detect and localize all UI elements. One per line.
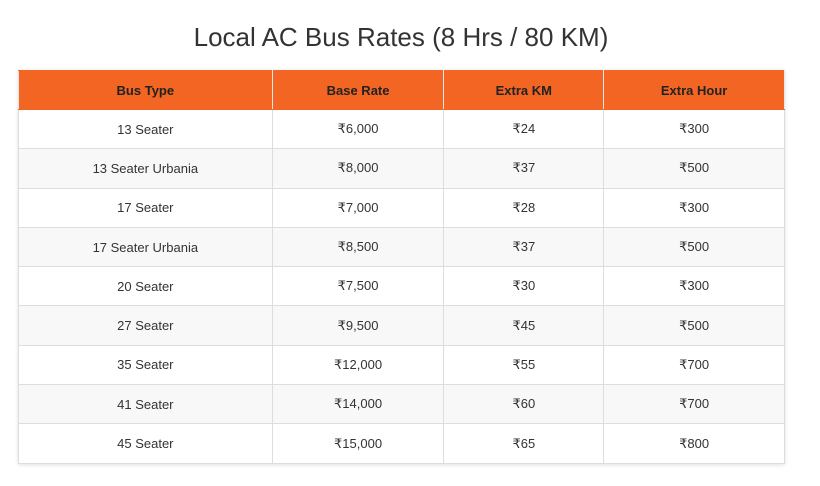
table-cell: ₹12,000 — [271, 344, 445, 386]
table-row: 17 Seater ₹7,000 ₹28 ₹300 — [18, 187, 785, 228]
table-cell: ₹8,000 — [271, 148, 445, 189]
table-cell: ₹700 — [603, 344, 785, 386]
table-cell: ₹500 — [603, 148, 785, 189]
table-row: 17 Seater Urbania ₹8,500 ₹37 ₹500 — [18, 226, 785, 268]
table-cell: ₹37 — [443, 148, 605, 189]
table-cell: ₹15,000 — [271, 423, 445, 464]
column-header: Bus Type — [18, 70, 273, 110]
table-cell: ₹65 — [443, 423, 605, 464]
table-row: 13 Seater ₹6,000 ₹24 ₹300 — [18, 108, 785, 150]
table-row: 35 Seater ₹12,000 ₹55 ₹700 — [18, 344, 785, 386]
table-cell: ₹37 — [443, 226, 605, 268]
table-row: 13 Seater Urbania ₹8,000 ₹37 ₹500 — [18, 148, 785, 189]
table-cell: ₹300 — [603, 187, 785, 228]
table-cell: ₹7,500 — [271, 266, 445, 307]
table-cell: ₹300 — [603, 266, 785, 307]
table-row: 20 Seater ₹7,500 ₹30 ₹300 — [18, 266, 785, 307]
table-cell: 13 Seater — [18, 108, 273, 150]
table-cell: 35 Seater — [18, 344, 273, 386]
rates-table: Bus Type Base Rate Extra KM Extra Hour 13 S… — [18, 70, 785, 464]
header-row: Bus Type Base Rate Extra KM Extra Hour — [18, 70, 785, 110]
table-cell: 13 Seater Urbania — [18, 148, 273, 189]
table-cell: ₹700 — [603, 384, 785, 425]
table-cell: 41 Seater — [18, 384, 273, 425]
table-cell: ₹500 — [603, 226, 785, 268]
table-cell: 20 Seater — [18, 266, 273, 307]
column-header: Extra KM — [443, 70, 605, 110]
table-cell: ₹300 — [603, 108, 785, 150]
table-cell: ₹6,000 — [271, 108, 445, 150]
table-cell: 45 Seater — [18, 423, 273, 464]
table-cell: ₹24 — [443, 108, 605, 150]
table-cell: ₹7,000 — [271, 187, 445, 228]
table-cell: ₹30 — [443, 266, 605, 307]
column-header: Base Rate — [271, 70, 445, 110]
table-cell: ₹55 — [443, 344, 605, 386]
table-cell: ₹60 — [443, 384, 605, 425]
table-body: 13 Seater ₹6,000 ₹24 ₹300 13 Seater Urbania ₹… — [18, 108, 785, 464]
table-cell: 17 Seater Urbania — [18, 226, 273, 268]
table-row: 45 Seater ₹15,000 ₹65 ₹800 — [18, 423, 785, 464]
table-cell: ₹800 — [603, 423, 785, 464]
column-header: Extra Hour — [603, 70, 785, 110]
table-row: 27 Seater ₹9,500 ₹45 ₹500 — [18, 305, 785, 346]
table-cell: ₹8,500 — [271, 226, 445, 268]
table-cell: 17 Seater — [18, 187, 273, 228]
table-cell: ₹500 — [603, 305, 785, 346]
table-row: 41 Seater ₹14,000 ₹60 ₹700 — [18, 384, 785, 425]
page-title: Local AC Bus Rates (8 Hrs / 80 KM) — [193, 22, 609, 52]
table-cell: ₹14,000 — [271, 384, 445, 425]
table-head: Bus Type Base Rate Extra KM Extra Hour — [18, 70, 785, 110]
table-cell: ₹28 — [443, 187, 605, 228]
table-cell: ₹9,500 — [271, 305, 445, 346]
table-cell: 27 Seater — [18, 305, 273, 346]
table-cell: ₹45 — [443, 305, 605, 346]
